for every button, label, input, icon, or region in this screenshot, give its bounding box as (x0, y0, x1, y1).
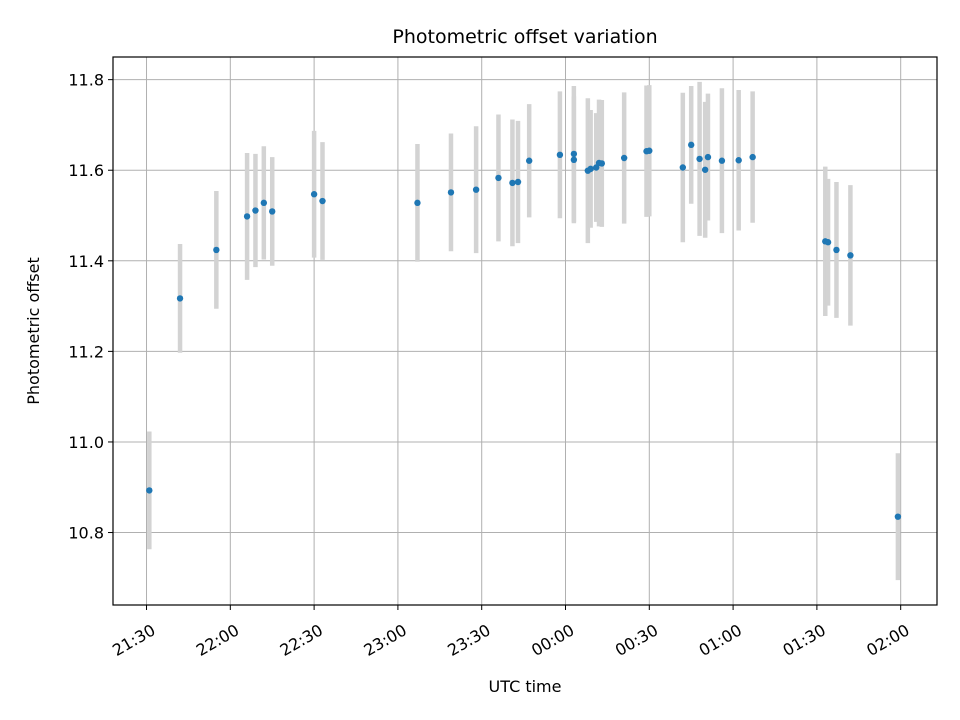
x-tick-label: 00:00 (528, 620, 577, 660)
data-point (525, 157, 533, 164)
x-tick-label: 22:30 (277, 620, 326, 660)
grid (113, 57, 937, 605)
data-point (894, 513, 902, 520)
data-point (679, 164, 687, 171)
data-points (146, 141, 902, 520)
data-point (146, 487, 153, 494)
y-axis-label: Photometric offset (24, 257, 43, 405)
data-point (696, 155, 703, 163)
y-tick-label: 10.8 (68, 524, 104, 543)
y-tick-label: 11.6 (68, 161, 104, 180)
data-point (495, 174, 502, 182)
y-tick-label: 11.4 (68, 252, 104, 271)
x-tick-label: 22:00 (193, 620, 242, 660)
data-point (414, 199, 421, 207)
data-point (514, 178, 522, 186)
data-point (587, 165, 594, 173)
x-axis-ticks: 21:30 22:00 22:30 23:00 23:30 00:00 00:30 01:00… (109, 605, 913, 660)
x-tick-label: 23:00 (360, 620, 409, 660)
data-point (598, 160, 606, 167)
x-tick-label: 01:30 (779, 620, 828, 660)
data-point (260, 199, 268, 207)
data-point (509, 179, 516, 187)
x-tick-label: 02:00 (863, 620, 912, 660)
x-tick-label: 21:30 (109, 620, 158, 660)
x-tick-label: 00:30 (612, 620, 661, 660)
data-point (310, 191, 318, 198)
chart-title: Photometric offset variation (392, 26, 657, 48)
data-point (556, 151, 564, 159)
data-point (319, 197, 326, 205)
data-point (243, 213, 251, 220)
x-tick-label: 01:00 (696, 620, 745, 660)
data-point (570, 150, 578, 158)
y-tick-label: 11.8 (68, 71, 104, 90)
data-point (447, 189, 455, 196)
x-axis-label: UTC time (489, 677, 562, 696)
error-bars (147, 81, 901, 581)
y-tick-label: 11.2 (68, 342, 104, 361)
data-point (701, 166, 709, 173)
x-tick-label: 23:30 (444, 620, 493, 660)
data-point (646, 147, 653, 154)
data-point (833, 246, 840, 254)
plot-frame (112, 56, 938, 606)
data-point (704, 153, 712, 161)
y-axis-ticks: 10.8 11.0 11.2 11.4 11.6 11.8 (68, 71, 113, 543)
data-point (718, 157, 726, 164)
data-point (847, 252, 854, 259)
y-tick-label: 11.0 (68, 433, 104, 452)
data-point (620, 154, 628, 162)
data-point (252, 207, 259, 214)
data-point (176, 295, 184, 302)
data-point (824, 239, 832, 246)
data-point (213, 246, 220, 254)
data-point (687, 141, 695, 149)
data-point (269, 208, 276, 215)
data-point (570, 156, 578, 164)
data-point (472, 186, 480, 193)
data-point (749, 153, 756, 161)
data-point (735, 157, 742, 164)
